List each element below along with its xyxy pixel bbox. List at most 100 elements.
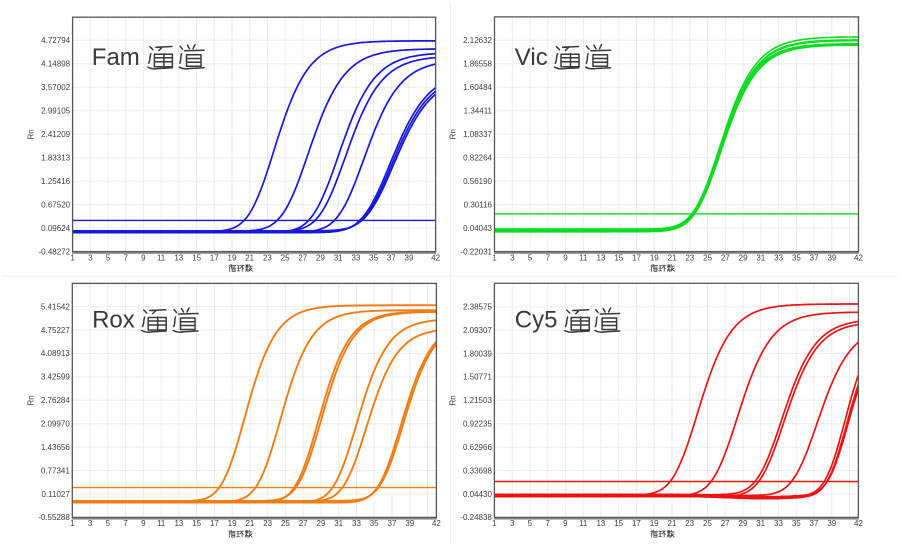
svg-text:15: 15 (192, 519, 201, 528)
svg-text:7: 7 (545, 519, 550, 528)
svg-text:42: 42 (432, 519, 441, 528)
svg-text:Rox: Rox (92, 307, 135, 334)
svg-text:5: 5 (106, 253, 111, 262)
svg-text:4.08913: 4.08913 (41, 349, 70, 358)
svg-text:31: 31 (334, 519, 343, 528)
svg-text:13: 13 (174, 253, 183, 262)
svg-text:4.72794: 4.72794 (41, 36, 70, 45)
svg-text:25: 25 (703, 519, 712, 528)
svg-text:3: 3 (88, 519, 93, 528)
svg-text:7: 7 (123, 253, 128, 262)
svg-text:25: 25 (281, 253, 290, 262)
svg-text:3.42599: 3.42599 (41, 373, 70, 382)
svg-text:19: 19 (650, 253, 659, 262)
svg-text:0.04430: 0.04430 (463, 490, 492, 499)
svg-text:1.83313: 1.83313 (41, 154, 70, 163)
svg-text:2.38575: 2.38575 (463, 303, 492, 312)
svg-text:9: 9 (563, 519, 568, 528)
svg-text:3: 3 (88, 253, 93, 262)
svg-text:1: 1 (492, 519, 497, 528)
svg-text:1: 1 (70, 253, 75, 262)
svg-text:13: 13 (597, 253, 606, 262)
svg-text:17: 17 (632, 519, 641, 528)
svg-text:13: 13 (174, 519, 183, 528)
svg-text:Rn: Rn (27, 129, 36, 139)
svg-text:33: 33 (774, 519, 783, 528)
svg-text:11: 11 (579, 519, 588, 528)
svg-text:35: 35 (792, 253, 801, 262)
svg-text:21: 21 (668, 253, 677, 262)
svg-text:0.62966: 0.62966 (463, 443, 492, 452)
svg-text:0.67520: 0.67520 (41, 200, 70, 209)
svg-text:7: 7 (546, 253, 551, 262)
svg-text:39: 39 (405, 519, 414, 528)
svg-text:42: 42 (854, 519, 863, 528)
svg-text:31: 31 (756, 519, 765, 528)
svg-text:27: 27 (721, 253, 730, 262)
svg-text:42: 42 (854, 253, 863, 262)
svg-text:37: 37 (810, 519, 819, 528)
svg-text:19: 19 (228, 519, 237, 528)
svg-text:11: 11 (579, 253, 588, 262)
svg-text:Rn: Rn (26, 395, 35, 405)
svg-text:Rn: Rn (448, 395, 457, 405)
svg-text:0.11027: 0.11027 (41, 490, 70, 499)
svg-text:5.41542: 5.41542 (41, 302, 70, 311)
svg-text:0.92235: 0.92235 (463, 420, 492, 429)
svg-text:15: 15 (614, 253, 623, 262)
svg-text:17: 17 (210, 253, 219, 262)
svg-text:27: 27 (299, 519, 308, 528)
svg-text:37: 37 (387, 253, 396, 262)
svg-text:35: 35 (370, 519, 379, 528)
svg-text:1.86558: 1.86558 (463, 60, 492, 69)
svg-text:1.80039: 1.80039 (463, 349, 492, 358)
svg-text:-0.24838: -0.24838 (460, 513, 492, 522)
svg-text:37: 37 (810, 253, 819, 262)
svg-text:23: 23 (263, 519, 272, 528)
svg-text:7: 7 (123, 519, 128, 528)
svg-text:2.99105: 2.99105 (41, 107, 70, 116)
svg-text:Fam: Fam (92, 44, 140, 71)
svg-text:2.41209: 2.41209 (41, 130, 70, 139)
svg-text:-0.22031: -0.22031 (460, 247, 492, 256)
svg-text:39: 39 (405, 253, 414, 262)
svg-text:33: 33 (774, 253, 783, 262)
svg-text:2.76284: 2.76284 (41, 396, 70, 405)
svg-text:27: 27 (298, 253, 307, 262)
svg-text:4.14898: 4.14898 (41, 60, 70, 69)
svg-text:2.09307: 2.09307 (463, 326, 492, 335)
svg-text:35: 35 (369, 253, 378, 262)
svg-text:39: 39 (827, 253, 836, 262)
svg-text:19: 19 (228, 253, 237, 262)
svg-text:9: 9 (141, 519, 146, 528)
svg-text:21: 21 (245, 519, 254, 528)
svg-text:11: 11 (157, 519, 166, 528)
svg-text:-0.48272: -0.48272 (39, 247, 71, 256)
svg-text:23: 23 (263, 253, 272, 262)
svg-text:1.21503: 1.21503 (463, 396, 492, 405)
svg-text:3: 3 (510, 253, 515, 262)
svg-text:2.09970: 2.09970 (41, 420, 70, 429)
svg-text:1: 1 (70, 519, 75, 528)
svg-text:42: 42 (431, 253, 440, 262)
svg-text:3.57002: 3.57002 (41, 83, 70, 92)
svg-text:23: 23 (685, 519, 694, 528)
svg-text:17: 17 (632, 253, 641, 262)
svg-text:Rn: Rn (449, 129, 458, 139)
svg-text:0.77341: 0.77341 (41, 466, 70, 475)
svg-text:15: 15 (192, 253, 201, 262)
svg-text:29: 29 (739, 519, 748, 528)
svg-text:Vic: Vic (515, 44, 548, 71)
svg-text:1.60484: 1.60484 (463, 83, 492, 92)
svg-text:33: 33 (352, 519, 361, 528)
svg-text:Cy5: Cy5 (515, 307, 558, 334)
svg-text:1.25416: 1.25416 (41, 177, 70, 186)
svg-text:1.34411: 1.34411 (464, 107, 493, 116)
svg-text:5: 5 (528, 253, 533, 262)
svg-text:5: 5 (106, 519, 111, 528)
svg-text:3: 3 (510, 519, 515, 528)
svg-text:31: 31 (756, 253, 765, 262)
svg-text:-0.55288: -0.55288 (38, 513, 70, 522)
svg-text:15: 15 (614, 519, 623, 528)
svg-text:9: 9 (141, 253, 146, 262)
